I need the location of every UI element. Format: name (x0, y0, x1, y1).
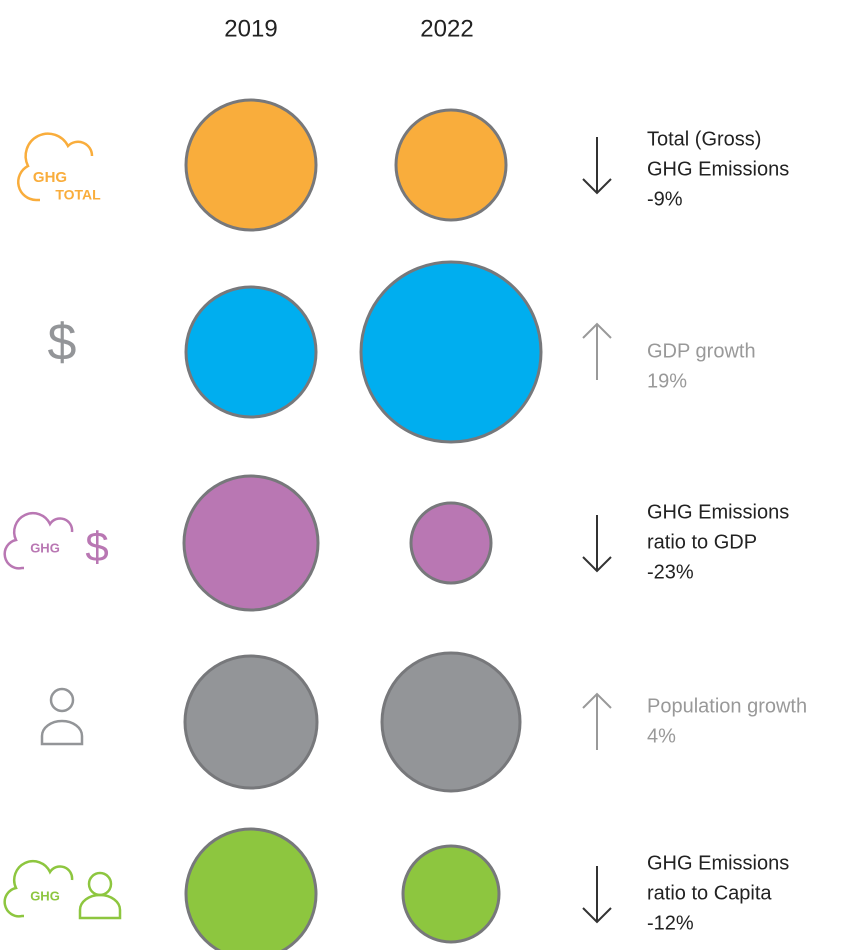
row-label: GHG Emissions (647, 852, 789, 874)
trend-arrow (582, 692, 612, 750)
row-label: -12% (647, 912, 694, 934)
column-header: 2022 (420, 15, 473, 42)
row-label: GHG Emissions (647, 501, 789, 523)
icon-text: $ (85, 523, 108, 570)
row-label: ratio to Capita (647, 882, 772, 904)
row-label: -9% (647, 188, 683, 210)
ghg-cloud-icon (3, 511, 74, 570)
row-label: 4% (647, 725, 676, 747)
circle (359, 260, 543, 444)
ghg-total-icon (17, 132, 94, 202)
circle (401, 844, 501, 944)
row-label: -23% (647, 561, 694, 583)
person-icon (40, 687, 84, 746)
row-label: Total (Gross) (647, 128, 761, 150)
icon-text: GHG (33, 169, 67, 186)
icon-text: GHG (30, 888, 60, 903)
trend-arrow (582, 515, 612, 573)
circle (184, 285, 318, 419)
trend-arrow (582, 866, 612, 924)
circle (184, 98, 318, 232)
trend-arrow (582, 137, 612, 195)
icon-text: $ (48, 314, 77, 372)
circle (409, 501, 493, 585)
icon-text: GHG (30, 540, 60, 555)
circle (183, 654, 319, 790)
trend-arrow (582, 322, 612, 380)
row-label: GDP growth (647, 340, 756, 362)
circle (182, 474, 320, 612)
circle (394, 108, 508, 222)
ghg-capita-icon (3, 859, 122, 920)
icon-text: TOTAL (55, 187, 101, 203)
circle (380, 651, 522, 793)
column-header: 2019 (224, 15, 277, 42)
row-label: 19% (647, 370, 687, 392)
row-label: Population growth (647, 695, 807, 717)
row-label: GHG Emissions (647, 158, 789, 180)
row-label: ratio to GDP (647, 531, 757, 553)
circle (184, 827, 318, 950)
